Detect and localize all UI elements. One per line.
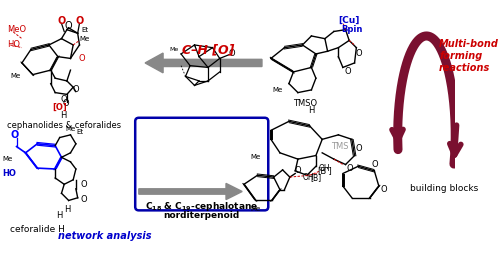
Text: TMS: TMS [332,142,349,151]
Text: Me: Me [2,156,13,162]
Text: H: H [64,205,70,214]
Text: O: O [72,85,79,95]
FancyArrow shape [145,53,262,73]
Text: MeO: MeO [8,25,26,34]
Text: Bpin: Bpin [341,25,362,34]
Text: Me: Me [250,154,260,160]
Text: Me: Me [66,125,76,132]
Text: O: O [380,185,386,194]
Text: O: O [61,95,68,104]
Text: O: O [65,21,72,31]
Text: O: O [79,54,86,63]
Text: HO: HO [8,41,20,49]
Text: Me: Me [80,36,90,42]
Text: H: H [56,211,63,220]
Text: O: O [346,164,354,172]
Text: network analysis: network analysis [58,231,152,241]
Text: O: O [294,166,301,175]
Text: Et: Et [82,27,88,33]
Text: H: H [308,106,314,115]
Text: building blocks: building blocks [410,184,478,193]
Text: cephanolides & ceforalides: cephanolides & ceforalides [7,121,121,130]
Text: O: O [58,16,66,26]
Text: O: O [62,99,70,108]
Text: Me: Me [272,87,282,93]
Text: Et: Et [76,129,83,135]
Text: O: O [229,49,235,58]
Text: Me: Me [11,73,21,79]
Text: [B]: [B] [310,174,322,183]
Text: H: H [60,111,66,120]
Text: OH: OH [302,172,314,182]
Text: O: O [76,16,84,26]
Text: O: O [356,49,362,58]
Text: norditerpenoid: norditerpenoid [164,211,240,220]
Text: ceforalide H: ceforalide H [10,225,64,234]
Text: O: O [356,144,362,153]
Text: O: O [80,195,87,204]
Text: Me: Me [169,47,178,52]
Text: C–H [O]: C–H [O] [182,43,234,56]
Text: O: O [344,68,350,76]
Text: OH: OH [318,164,330,172]
Text: Multi-bond: Multi-bond [439,39,499,49]
Text: [O]: [O] [52,103,67,112]
Text: Me: Me [250,206,261,213]
Text: [B']: [B'] [318,166,332,175]
Text: $\mathbf{C_{18}}$ & $\mathbf{C_{19}}$-cephalotane: $\mathbf{C_{18}}$ & $\mathbf{C_{19}}$-ce… [145,201,258,214]
FancyBboxPatch shape [135,118,268,210]
Text: [Cu]: [Cu] [338,16,360,25]
Text: O: O [80,180,87,189]
Text: HO: HO [2,169,16,178]
FancyArrow shape [139,183,242,199]
Text: O: O [10,130,19,140]
Text: TMSO: TMSO [294,99,318,108]
Text: reactions: reactions [439,63,490,73]
Text: O: O [371,160,378,169]
Text: forming: forming [439,51,482,61]
